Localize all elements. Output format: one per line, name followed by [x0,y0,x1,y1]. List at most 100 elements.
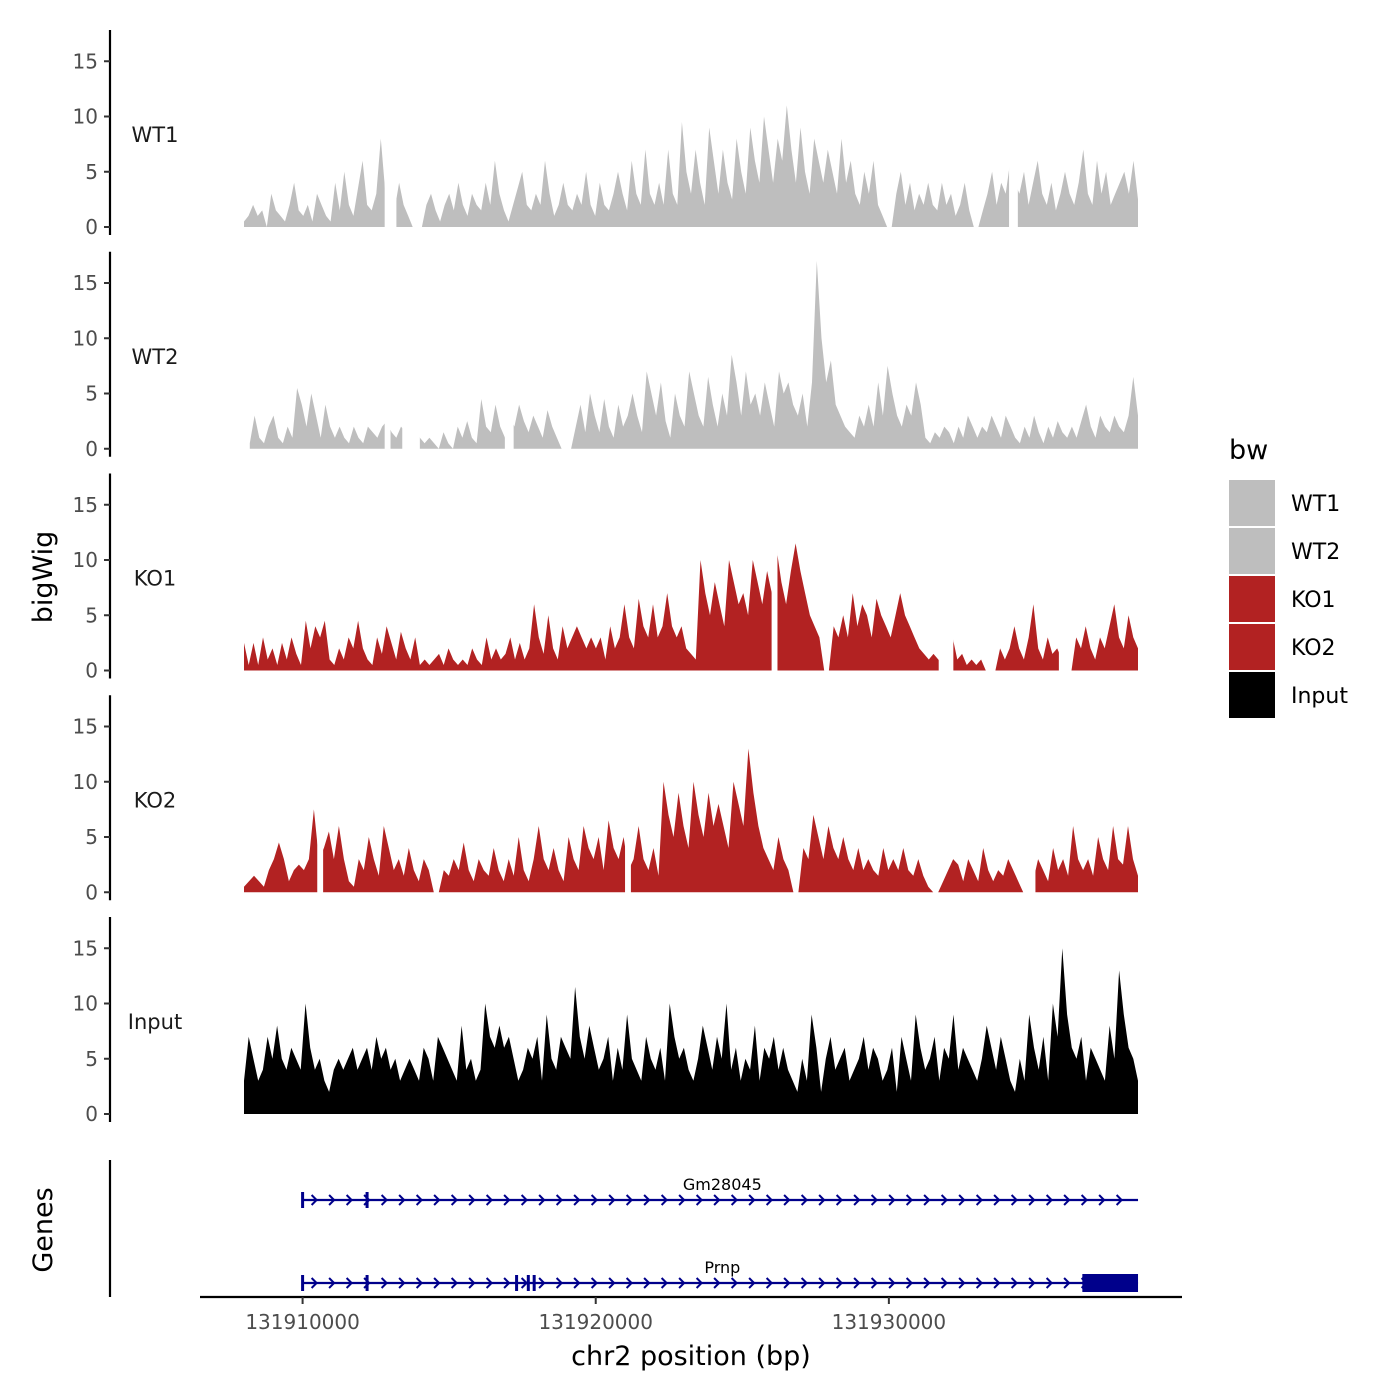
y-tick-label: 0 [85,1102,98,1126]
strand-chevron [940,1194,949,1206]
track-label-ko2: KO2 [134,788,177,812]
strand-chevron [625,1277,634,1289]
strand-chevron [870,1277,879,1289]
strand-chevron [853,1194,861,1206]
legend-key-ko2 [1229,624,1275,670]
strand-chevron [765,1194,774,1206]
strand-chevron [835,1194,844,1206]
strand-chevron [713,1277,721,1289]
y-tick-label: 0 [85,659,98,683]
strand-chevron [468,1194,476,1206]
coverage-gap [1009,30,1018,228]
genes-axis-title: Genes [28,1187,59,1272]
strand-chevron [450,1277,459,1289]
gene-gm28045: Gm28045 [301,1175,1139,1208]
strand-chevron [555,1277,564,1289]
coverage-gap [504,251,514,450]
strand-chevron [415,1277,424,1289]
strand-chevron [450,1194,459,1206]
strand-chevron [573,1194,581,1206]
strand-chevron [958,1277,966,1289]
strand-chevron [923,1277,931,1289]
strand-chevron [503,1277,511,1289]
strand-chevron [1010,1194,1019,1206]
y-tick-label: 15 [73,493,98,517]
strand-chevron [748,1277,756,1289]
track-ko2: 0 5 10 15 KO2 [73,695,1138,904]
track-label-ko1: KO1 [134,567,177,591]
y-tick-label: 0 [85,215,98,239]
strand-chevron [888,1194,896,1206]
strand-chevron [818,1194,826,1206]
legend-title: bw [1229,435,1268,466]
y-tick-label: 5 [85,382,98,406]
legend-label-wt2: WT2 [1291,540,1340,565]
strand-chevron [328,1194,336,1206]
track-label-wt1: WT1 [132,123,179,147]
strand-chevron [1098,1194,1106,1206]
strand-chevron [1063,1194,1071,1206]
y-tick-label: 10 [73,992,98,1016]
y-tick-label: 10 [73,548,98,572]
strand-chevron [573,1277,581,1289]
track-ko1: 0 5 10 15 KO1 [73,473,1138,683]
x-tick-label: 131930000 [832,1310,947,1334]
strand-chevron [520,1277,529,1289]
strand-chevron [783,1194,791,1206]
strand-chevron [555,1194,564,1206]
strand-chevron [345,1194,354,1206]
coverage-gap [402,251,420,450]
strand-chevron [345,1277,354,1289]
y-tick-label: 15 [73,936,98,960]
y-tick-label: 15 [73,49,98,73]
gene-prnp: Prnp [301,1258,1139,1292]
exon-mark [365,1275,369,1291]
exon-mark [365,1192,369,1208]
track-wt1: 0 5 10 15 WT1 [73,30,1138,239]
y-tick-label: 0 [85,437,98,461]
y-tick-label: 5 [85,160,98,184]
strand-chevron [1010,1277,1019,1289]
coverage-gap [625,695,631,894]
y-tick-label: 15 [73,715,98,739]
x-axis-title: chr2 position (bp) [571,1341,811,1372]
tracks: 0 5 10 15 WT1 0 5 10 15 WT2 0 5 10 15 KO1 0 5 10 15 KO2 0 5 10… [73,30,1139,1126]
strand-chevron [415,1194,424,1206]
strand-chevron [660,1277,669,1289]
strand-chevron [643,1194,651,1206]
coverage-area-ko1 [244,543,1138,671]
strand-chevron [538,1194,546,1206]
coverage-area-wt2 [249,260,1139,449]
strand-chevron [695,1277,704,1289]
coverage-gap [1058,473,1068,672]
y-tick-label: 10 [73,105,98,129]
strand-chevron [1028,1194,1036,1206]
gene-label: Prnp [704,1258,740,1277]
strand-chevron [765,1277,774,1289]
strand-chevron [1063,1277,1071,1289]
strand-chevron [1080,1194,1089,1206]
coding-block [1082,1274,1139,1292]
x-axis: 131910000 131920000 131930000 [200,1295,1182,1334]
strand-chevron [923,1194,931,1206]
strand-chevron [310,1277,319,1289]
strand-chevron [678,1194,686,1206]
strand-chevron [328,1277,336,1289]
strand-chevron [380,1277,389,1289]
strand-chevron [940,1277,949,1289]
x-tick-label: 131910000 [245,1310,360,1334]
y-tick-label: 15 [73,271,98,295]
gene-track: Gm28045 Prnp [108,1160,1139,1297]
strand-chevron [590,1194,599,1206]
strand-chevron [905,1277,914,1289]
y-tick-label: 5 [85,825,98,849]
legend-key-input [1229,672,1275,718]
strand-chevron [1045,1277,1054,1289]
strand-chevron [993,1194,1001,1206]
strand-chevron [975,1194,984,1206]
legend: bw WT1 WT2 KO1 KO2 Input [1229,435,1348,718]
exon-mark [532,1275,536,1291]
y-tick-label: 5 [85,603,98,627]
coverage-gap [384,251,391,450]
